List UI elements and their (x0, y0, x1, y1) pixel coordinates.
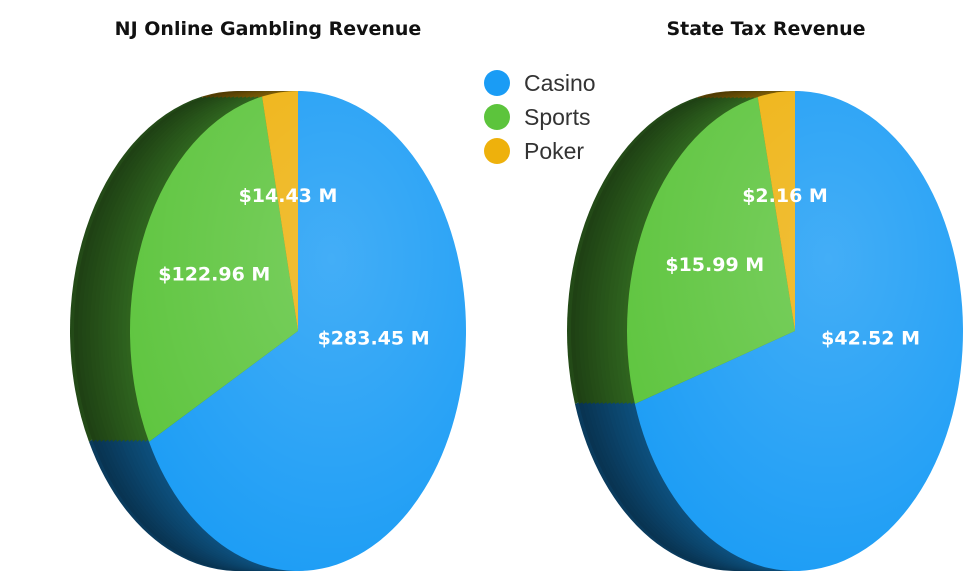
chart-title-tax: State Tax Revenue (666, 18, 866, 40)
pie-chart-gambling: $283.45 M $122.96 M $14.43 M (70, 91, 466, 571)
slice-label-casino-0: $283.45 M (318, 328, 430, 350)
legend-swatch-poker (484, 138, 510, 164)
slice-label-poker-0: $14.43 M (239, 185, 338, 207)
legend-label-casino: Casino (524, 69, 596, 96)
slice-label-sports-0: $122.96 M (158, 264, 270, 286)
slice-label-casino-1: $42.52 M (821, 328, 920, 350)
pie-chart-tax: $42.52 M $15.99 M $2.16 M (567, 91, 963, 572)
legend-item-casino: Casino (484, 66, 596, 100)
chart-title-gambling: NJ Online Gambling Revenue (114, 18, 422, 40)
legend-item-sports: Sports (484, 100, 596, 134)
legend-item-poker: Poker (484, 134, 596, 168)
slice-label-sports-1: $15.99 M (665, 254, 764, 276)
pie-highlight-1 (627, 91, 963, 571)
slice-label-poker-1: $2.16 M (742, 185, 828, 207)
legend-label-sports: Sports (524, 103, 591, 130)
pie-highlight-0 (130, 91, 466, 571)
legend: Casino Sports Poker (484, 66, 596, 168)
legend-swatch-casino (484, 70, 510, 96)
legend-label-poker: Poker (524, 137, 585, 164)
legend-swatch-sports (484, 104, 510, 130)
